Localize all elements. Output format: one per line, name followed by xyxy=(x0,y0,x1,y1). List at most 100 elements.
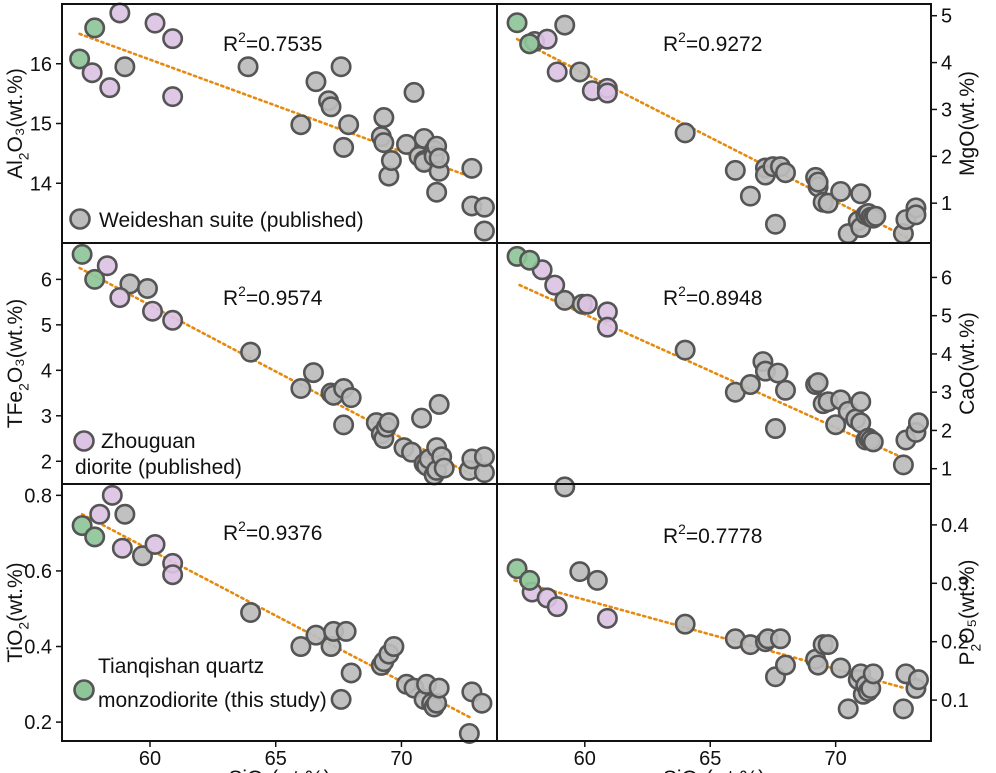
point-weideshan xyxy=(850,183,872,205)
y-tick-label: 0.2 xyxy=(24,712,52,734)
x-axis-label: SiO2(wt.%) xyxy=(228,767,330,773)
point-weideshan xyxy=(428,677,450,699)
y-tick-label: 0.1 xyxy=(941,690,969,712)
point-weideshan xyxy=(807,171,829,193)
y-tick-label: 4 xyxy=(941,53,952,75)
point-tianqishan xyxy=(69,48,91,70)
panel-5: 0.2 0.4 0.6 0.8 60 65 70 SiO2(wt.%) TiO2(wt.%) R2… xyxy=(4,483,498,773)
point-weideshan xyxy=(373,107,395,129)
point-zhouguan xyxy=(142,300,164,322)
point-zhouguan xyxy=(89,503,111,525)
point-weideshan xyxy=(674,122,696,144)
point-weideshan xyxy=(330,56,352,78)
y-tick-label: 6 xyxy=(941,267,952,289)
point-tianqishan xyxy=(84,17,106,39)
point-weideshan xyxy=(330,688,352,710)
x-tick-label: 60 xyxy=(574,748,596,770)
point-weideshan xyxy=(290,378,312,400)
x-tick-label: 60 xyxy=(139,748,161,770)
y-tick-label: 2 xyxy=(941,146,952,168)
point-weideshan xyxy=(892,698,914,720)
point-weideshan xyxy=(333,414,355,436)
y-tick-label: 4 xyxy=(941,344,952,366)
legend-label-tianqishan-line2: monzodiorite (this study) xyxy=(98,689,327,712)
point-weideshan xyxy=(340,662,362,684)
point-weideshan xyxy=(830,657,852,679)
point-weideshan xyxy=(433,457,455,479)
x-tick-label: 70 xyxy=(390,748,412,770)
x-tick-label: 70 xyxy=(825,748,847,770)
y-tick-label: 1 xyxy=(941,193,952,215)
point-zhouguan xyxy=(546,61,568,83)
point-weideshan xyxy=(807,372,829,394)
point-weideshan xyxy=(907,412,929,434)
point-weideshan xyxy=(862,431,884,453)
point-tianqishan xyxy=(71,243,93,265)
legend-zhouguan: Zhouguan diorite (published) xyxy=(73,430,242,479)
point-weideshan xyxy=(905,204,927,226)
x-tick-label: 65 xyxy=(265,748,287,770)
point-weideshan xyxy=(817,192,839,214)
panel-6: 0.1 0.2 0.3 0.4 60 65 70 SiO2(wt.%) P2O₅(wt.%) R2… xyxy=(496,476,984,773)
y-tick-label: 2 xyxy=(41,451,52,473)
legend-label-tianqishan-line1: Tianqishan quartz xyxy=(98,655,264,678)
point-zhouguan xyxy=(536,28,558,50)
point-weideshan xyxy=(458,722,480,744)
point-weideshan xyxy=(774,654,796,676)
point-zhouguan xyxy=(596,316,618,338)
legend-label-weideshan: Weideshan suite (published) xyxy=(99,209,364,232)
panel-4: 1 2 3 4 5 6 CaO(wt.%) R2=0.8948 xyxy=(496,242,979,485)
point-weideshan xyxy=(554,14,576,36)
r-squared-label: R2=0.9376 xyxy=(223,518,322,545)
legend-tianqishan: Tianqishan quartz monzodiorite (this stu… xyxy=(73,655,327,712)
point-zhouguan xyxy=(109,2,131,24)
r-squared-label: R2=0.7778 xyxy=(663,521,762,548)
point-weideshan xyxy=(674,339,696,361)
y-tick-label: 0.4 xyxy=(24,637,52,659)
point-weideshan xyxy=(739,185,761,207)
point-weideshan xyxy=(403,81,425,103)
point-weideshan xyxy=(862,663,884,685)
trend-line xyxy=(78,266,474,477)
y-axis-label: TiO2(wt.%) xyxy=(4,562,32,662)
y-tick-label: 2 xyxy=(941,420,952,442)
y-axis-label: TFe2O₃(wt.%) xyxy=(4,299,32,428)
point-weideshan xyxy=(764,213,786,235)
point-weideshan xyxy=(320,96,342,118)
y-axis-label: CaO(wt.%) xyxy=(956,312,979,415)
panel-3: 2 3 4 5 6 TFe2O₃(wt.%) R2=0.9574 xyxy=(4,242,498,486)
point-zhouguan xyxy=(546,596,568,618)
point-weideshan xyxy=(837,698,859,720)
point-zhouguan xyxy=(101,484,123,506)
point-weideshan xyxy=(807,654,829,676)
point-weideshan xyxy=(290,636,312,658)
point-weideshan xyxy=(769,628,791,650)
point-weideshan xyxy=(428,147,450,169)
point-weideshan xyxy=(237,56,259,78)
x-tick-label: 65 xyxy=(699,748,721,770)
point-weideshan xyxy=(764,418,786,440)
y-axis-label: MgO(wt.%) xyxy=(956,71,979,176)
point-tianqishan xyxy=(506,558,528,580)
point-zhouguan xyxy=(96,255,118,277)
legend-marker-zhouguan xyxy=(73,430,95,452)
y-tick-label: 3 xyxy=(941,99,952,121)
point-weideshan xyxy=(378,412,400,434)
y-axis-label: P2O₅(wt.%) xyxy=(956,559,984,665)
point-weideshan xyxy=(114,56,136,78)
point-weideshan xyxy=(473,220,495,242)
point-weideshan xyxy=(383,636,405,658)
y-tick-label: 6 xyxy=(41,269,52,291)
y-tick-label: 0.2 xyxy=(941,632,969,654)
point-weideshan xyxy=(892,454,914,476)
y-tick-label: 0.8 xyxy=(24,485,52,507)
point-weideshan xyxy=(338,114,360,136)
point-tianqishan xyxy=(84,268,106,290)
trend-line xyxy=(515,37,910,240)
point-weideshan xyxy=(240,341,262,363)
point-tianqishan xyxy=(519,33,541,55)
y-tick-label: 5 xyxy=(941,306,952,328)
point-weideshan xyxy=(333,136,355,158)
